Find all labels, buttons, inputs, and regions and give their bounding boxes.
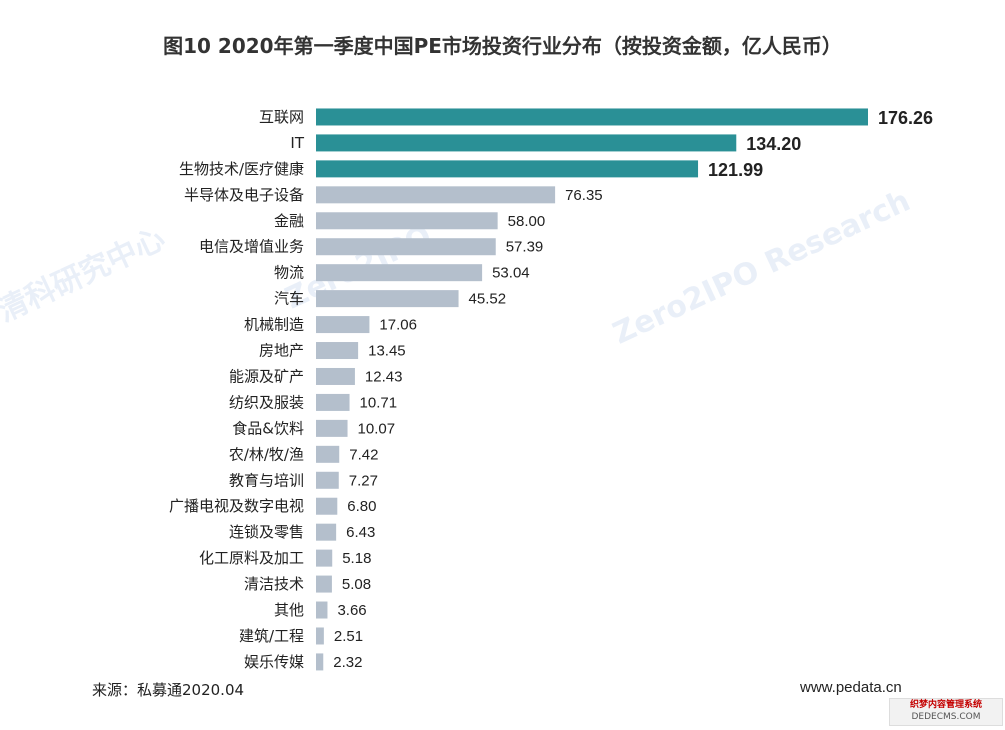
bar [316, 549, 333, 567]
value-label: 5.18 [342, 550, 371, 567]
category-label: 建筑/工程 [239, 627, 304, 645]
bar [316, 653, 324, 671]
value-label: 2.51 [334, 628, 363, 645]
category-label: 汽车 [274, 290, 304, 308]
bar [316, 212, 498, 230]
category-label: 教育与培训 [229, 471, 304, 489]
bar [316, 419, 348, 437]
category-label: 能源及矿产 [229, 367, 304, 385]
value-label: 17.06 [379, 317, 417, 334]
category-label: 广播电视及数字电视 [169, 497, 304, 515]
category-label: 农/林/牧/渔 [229, 445, 304, 463]
website-link[interactable]: www.pedata.cn [800, 679, 902, 696]
value-label: 45.52 [469, 291, 507, 308]
bar [316, 445, 340, 463]
category-label: 连锁及零售 [229, 523, 304, 541]
category-label: 清洁技术 [244, 575, 304, 593]
value-label: 7.27 [349, 472, 378, 489]
bar [316, 160, 699, 178]
bar [316, 497, 338, 515]
bar [316, 523, 337, 541]
bar [316, 393, 350, 411]
category-label: 半导体及电子设备 [184, 186, 304, 204]
chart-title: 图10 2020年第一季度中国PE市场投资行业分布（按投资金额，亿人民币） [163, 34, 842, 58]
bar [316, 342, 359, 360]
value-label: 134.20 [746, 134, 801, 154]
value-label: 12.43 [365, 368, 403, 385]
value-label: 53.04 [492, 265, 530, 282]
category-label: 娱乐传媒 [244, 653, 304, 671]
source-note: 来源：私募通2020.04 [92, 681, 245, 699]
value-label: 2.32 [333, 654, 362, 671]
bar [316, 316, 370, 334]
category-label: 纺织及服装 [229, 393, 304, 411]
category-label: 生物技术/医疗健康 [179, 160, 304, 178]
bar [316, 186, 556, 204]
category-label: 其他 [274, 601, 304, 619]
bar [316, 290, 459, 308]
value-label: 6.80 [347, 498, 376, 515]
category-label: IT [290, 134, 304, 152]
category-label: 电信及增值业务 [199, 238, 304, 256]
value-label: 5.08 [342, 576, 371, 593]
value-label: 58.00 [508, 213, 546, 230]
bar [316, 601, 328, 619]
bar [316, 264, 483, 282]
bar [316, 367, 355, 385]
category-label: 金融 [274, 212, 304, 230]
value-label: 76.35 [565, 187, 603, 204]
value-label: 121.99 [708, 160, 763, 180]
bar [316, 471, 339, 489]
brand-line2: DEDECMS.COM [911, 712, 981, 722]
value-label: 7.42 [349, 446, 378, 463]
category-label: 机械制造 [244, 316, 304, 334]
value-label: 57.39 [506, 239, 544, 256]
bar [316, 108, 868, 126]
bar [316, 134, 737, 152]
bar [316, 627, 324, 645]
value-label: 13.45 [368, 343, 406, 360]
bar [316, 238, 496, 256]
value-label: 6.43 [346, 524, 375, 541]
value-label: 10.07 [358, 420, 396, 437]
category-label: 房地产 [259, 342, 304, 360]
bars-group: 互联网 176.26 IT 134.20 生物技术/医疗健康 121.99 半导体及电子设备… [169, 108, 933, 671]
brand-badge: 织梦内容管理系统 DEDECMS.COM [889, 698, 1003, 726]
category-label: 食品&饮料 [232, 419, 304, 437]
value-label: 3.66 [337, 602, 366, 619]
value-label: 10.71 [360, 394, 398, 411]
category-label: 化工原料及加工 [199, 549, 304, 567]
value-label: 176.26 [878, 108, 933, 128]
category-label: 互联网 [259, 108, 304, 126]
bar [316, 575, 332, 593]
category-label: 物流 [274, 264, 304, 282]
brand-line1: 织梦内容管理系统 [909, 700, 982, 710]
